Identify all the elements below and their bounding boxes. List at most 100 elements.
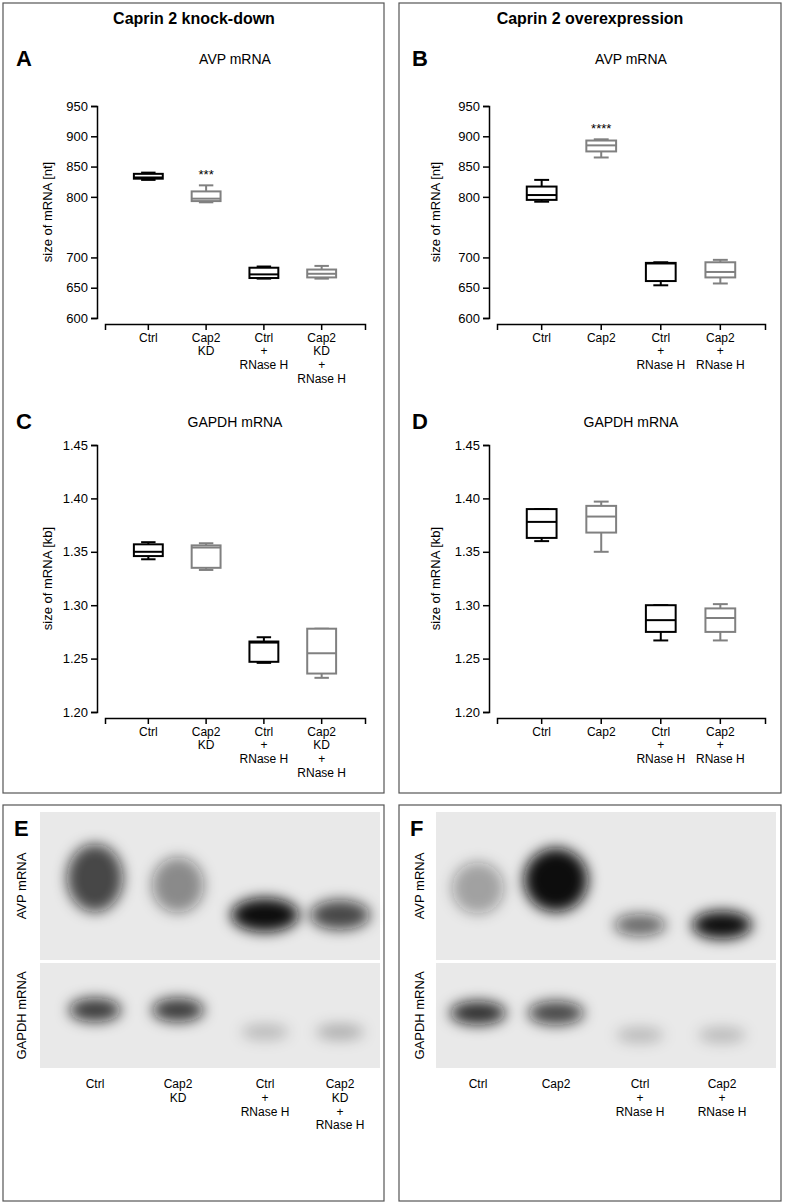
box-body [705, 262, 735, 277]
y-tick: 700 [66, 250, 97, 265]
blot-image [40, 963, 380, 1068]
box [586, 502, 616, 552]
y-tick: 1.40 [63, 491, 97, 506]
box [192, 543, 221, 570]
y-tick-label: 600 [66, 311, 88, 326]
box-body [192, 191, 221, 201]
figure: Caprin 2 knock-downCaprin 2 overexpressi… [0, 0, 785, 1204]
blot-image [436, 963, 776, 1068]
y-tick-mark [91, 106, 97, 108]
y-tick-mark [483, 318, 489, 320]
y-tick-label: 850 [458, 159, 480, 174]
y-axis-title: size of mRNA [nt] [428, 162, 443, 262]
x-tick: Ctrl [532, 324, 551, 345]
y-tick-label: 900 [458, 129, 480, 144]
blot-lane-label: Cap2+RNase H [698, 1077, 747, 1119]
blot-bands [452, 848, 752, 939]
y-tick-label: 700 [66, 250, 88, 265]
chart-title: AVP mRNA [595, 51, 667, 67]
panel-frame [3, 3, 384, 793]
whisker-cap [199, 542, 213, 544]
y-tick-mark [91, 445, 97, 447]
x-tick-mark [541, 324, 543, 330]
whisker-cap [257, 636, 271, 638]
median [192, 198, 221, 200]
x-axis: CtrlCap2KDCtrl+RNase HCap2KD+RNase H [106, 324, 366, 386]
blot-lane-label: Ctrl [86, 1077, 105, 1091]
y-tick-mark [483, 166, 489, 168]
box-chart: BAVP mRNA600650700800850900950size of mR… [412, 46, 766, 372]
panel-frame [399, 805, 781, 1201]
blot-band [67, 844, 123, 912]
blot-band [692, 911, 752, 939]
x-tick-mark [321, 718, 323, 724]
x-tick-label: Ctrl [532, 331, 551, 345]
chart-title: AVP mRNA [199, 51, 271, 67]
whisker-cap [713, 603, 728, 605]
whisker-cap [314, 265, 328, 267]
blot-band [528, 1001, 584, 1025]
median [134, 176, 163, 178]
y-tick: 1.20 [455, 705, 489, 720]
y-tick-mark [91, 257, 97, 259]
x-tick: Cap2KD [192, 324, 221, 358]
significance: **** [591, 121, 611, 136]
median [307, 273, 336, 275]
median [586, 144, 616, 146]
y-tick: 1.20 [63, 705, 97, 720]
blot-band [231, 898, 299, 932]
x-tick: Cap2KD [192, 718, 221, 752]
y-tick-label: 650 [66, 280, 88, 295]
whisker-cap [199, 569, 213, 571]
blot-image [40, 812, 380, 960]
y-tick-label: 1.40 [455, 491, 480, 506]
y-tick-label: 850 [66, 159, 88, 174]
box-body [249, 642, 278, 662]
x-tick-label: Ctrl [532, 725, 551, 739]
y-tick-label: 700 [458, 250, 480, 265]
y-tick-mark [91, 318, 97, 320]
x-tick: Cap2+RNase H [696, 324, 745, 372]
y-tick: 1.25 [63, 651, 97, 666]
y-tick-mark [91, 136, 97, 138]
box [249, 267, 278, 279]
x-tick-label: Ctrl+RNase H [240, 725, 289, 767]
x-axis: CtrlCap2Ctrl+RNase HCap2+RNase H [498, 324, 766, 372]
median [646, 619, 676, 621]
whisker-cap [141, 541, 155, 543]
x-tick-mark [263, 324, 265, 330]
y-tick-label: 1.40 [63, 491, 88, 506]
blot-row-label: AVP mRNA [412, 852, 427, 919]
y-tick: 1.45 [455, 438, 489, 453]
whisker [600, 533, 602, 552]
y-tick-mark [483, 712, 489, 714]
x-tick-label: Ctrl+RNase H [240, 331, 289, 373]
box-body [307, 270, 336, 278]
median [134, 551, 163, 553]
y-tick: 950 [66, 99, 97, 114]
y-tick: 800 [66, 190, 97, 205]
y-axis-line [483, 107, 490, 319]
median [192, 547, 221, 549]
blot-row-label: GAPDH mRNA [412, 971, 427, 1059]
box-chart: AAVP mRNA600650700800850900950size of mR… [16, 46, 366, 386]
blot-lane-label: Ctrl+RNase H [241, 1077, 290, 1119]
y-tick: 850 [66, 159, 97, 174]
x-tick: Ctrl [139, 718, 158, 739]
y-tick-mark [483, 605, 489, 607]
y-tick-mark [91, 712, 97, 714]
whisker-cap [653, 284, 668, 286]
box-body [586, 506, 616, 533]
x-tick: Cap2 [587, 324, 616, 345]
box-chart: DGAPDH mRNA1.201.251.301.351.401.45size … [412, 409, 766, 766]
y-tick-mark [483, 552, 489, 554]
blot-row-label: AVP mRNA [14, 852, 29, 919]
median [249, 642, 278, 644]
x-tick: Ctrl+RNase H [636, 718, 685, 766]
box [705, 604, 735, 640]
blot-lane-label: Ctrl [469, 1077, 488, 1091]
x-tick-label: Ctrl [139, 725, 158, 739]
x-tick: Ctrl+RNase H [240, 324, 289, 372]
y-tick-mark [91, 605, 97, 607]
blot-lane-label: Cap2KD+RNase H [316, 1077, 365, 1132]
